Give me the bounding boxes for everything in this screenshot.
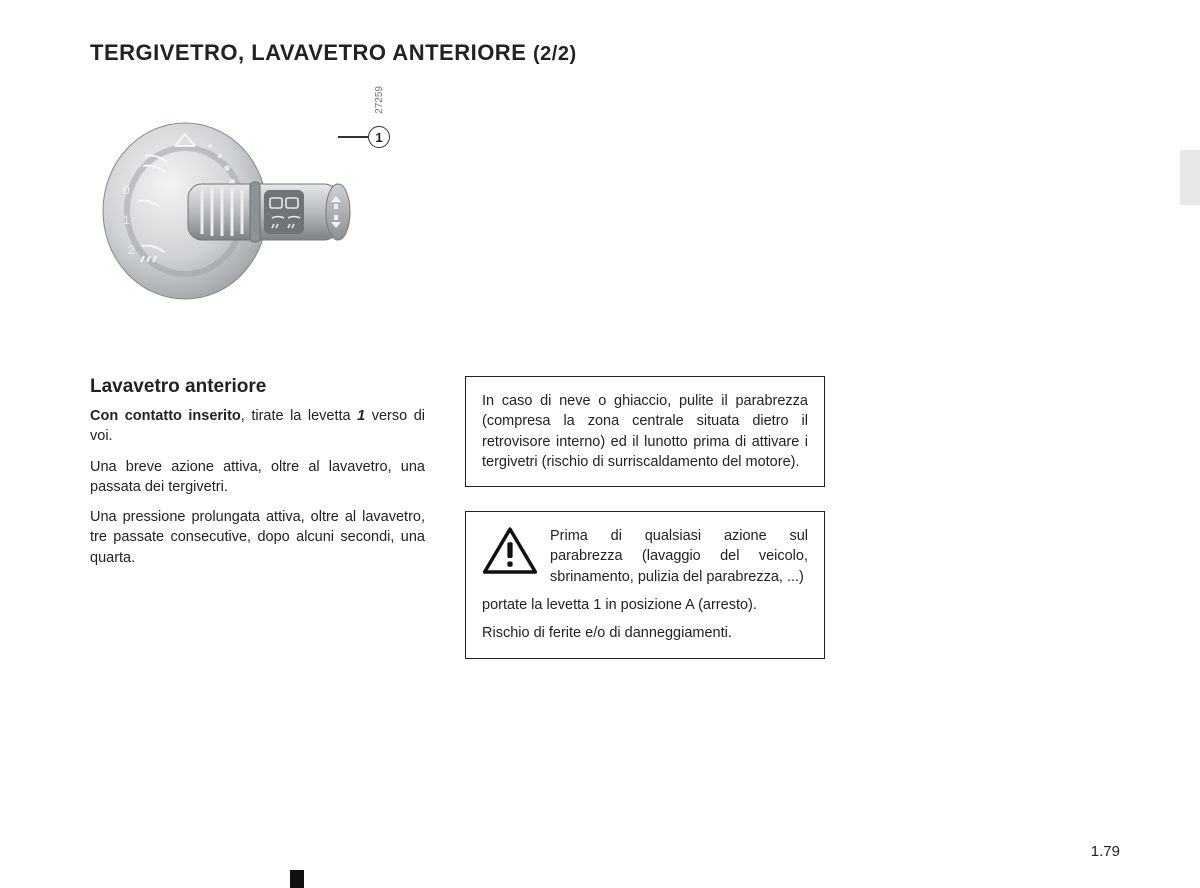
callout-leader-line	[338, 136, 368, 138]
dial-label-2: 2	[128, 243, 135, 257]
title-part: (2/2)	[533, 43, 577, 65]
warn-p1b-mid: in posizione	[601, 597, 685, 613]
warning-triangle-icon	[482, 526, 538, 576]
left-column: 27259	[90, 86, 425, 659]
warning-row: Prima di qualsiasi azione sul parabrezza…	[482, 526, 808, 587]
figure-code: 27259	[374, 86, 385, 114]
section-subheading: Lavavetro anteriore	[90, 376, 425, 398]
paragraph-3: Una pressione prolungata attiva, oltre a…	[90, 507, 425, 568]
page-title: TERGIVETRO, LAVAVETRO ANTERIORE (2/2)	[90, 40, 1120, 66]
dial-label-0: 0	[123, 183, 130, 197]
footer-crop-mark	[290, 870, 304, 888]
dial-label-1: 1	[123, 213, 130, 227]
title-main: TERGIVETRO, LAVAVETRO ANTERIORE	[90, 40, 526, 65]
warn-p1b-tail: (arresto).	[694, 597, 757, 613]
page-content: TERGIVETRO, LAVAVETRO ANTERIORE (2/2) 27…	[0, 0, 1200, 659]
wiper-stalk-illustration: 0 1 2	[90, 86, 380, 316]
columns: 27259	[90, 86, 1120, 659]
p1-bold: Con contatto inserito	[90, 408, 241, 424]
warning-box: Prima di qualsiasi azione sul parabrezza…	[465, 511, 825, 658]
info-box: In caso di neve o ghiaccio, pulite il pa…	[465, 376, 825, 487]
info-box-text: In caso di neve o ghiaccio, pulite il pa…	[482, 393, 808, 470]
figure-callout: 1	[338, 126, 390, 148]
figure: 27259	[90, 86, 425, 346]
warning-p2: Rischio di ferite e/o di danneggiamenti.	[482, 623, 808, 643]
paragraph-1: Con contatto inserito, tirate la levetta…	[90, 406, 425, 447]
warn-p1b-pos: A	[685, 597, 694, 613]
callout-number: 1	[368, 126, 390, 148]
p1-rest: , tirate la levetta	[241, 408, 357, 424]
side-tab	[1180, 150, 1200, 205]
warn-p1b-pre: portate la levetta	[482, 597, 593, 613]
warning-p1a: Prima di qualsiasi azione sul parabrezza…	[550, 526, 808, 587]
page-number: 1.79	[1091, 843, 1120, 860]
right-column: In caso di neve o ghiaccio, pulite il pa…	[465, 86, 825, 659]
paragraph-2: Una breve azione attiva, oltre al lavave…	[90, 457, 425, 498]
right-column-spacer	[465, 86, 825, 376]
warning-p1b: portate la levetta 1 in posizione A (arr…	[482, 595, 808, 615]
p1-lever-ref: 1	[357, 408, 365, 424]
